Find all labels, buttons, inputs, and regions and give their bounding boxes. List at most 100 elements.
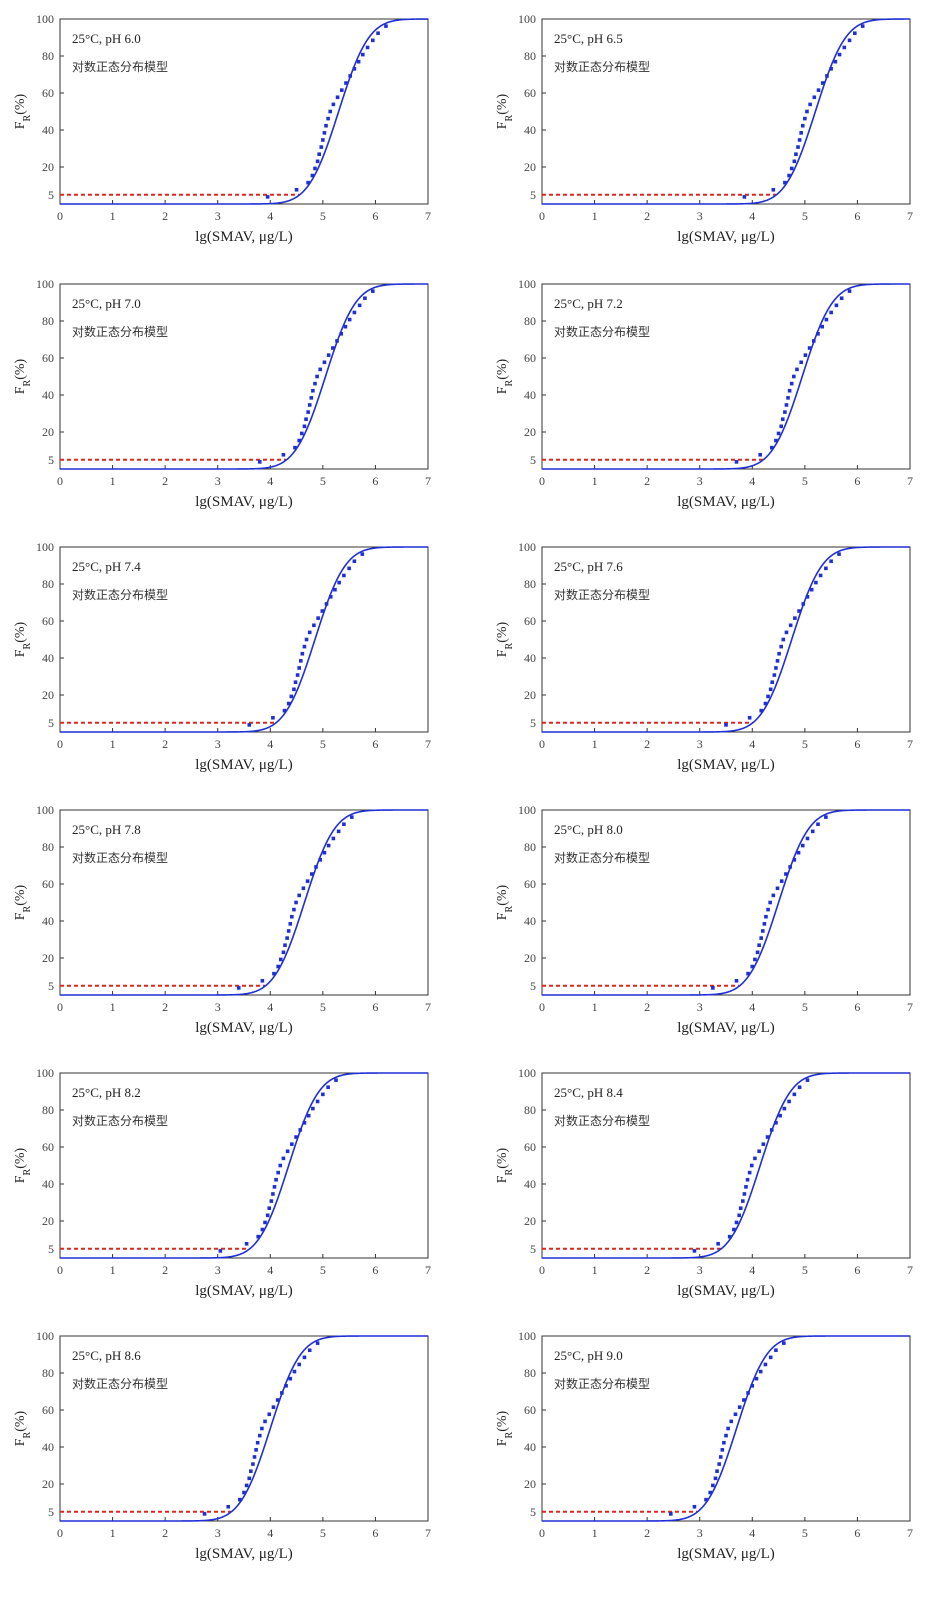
data-point — [320, 609, 325, 613]
x-tick-label: 2 — [162, 1263, 168, 1277]
data-point — [733, 1412, 738, 1417]
data-point — [297, 666, 301, 670]
data-point — [276, 964, 280, 969]
x-tick-label: 6 — [372, 209, 378, 223]
x-tick-label: 1 — [592, 1526, 598, 1540]
data-point — [302, 1355, 307, 1360]
y-axis-title: FR(%) — [495, 1410, 515, 1446]
data-point — [315, 1341, 320, 1345]
x-tick-label: 6 — [372, 1526, 378, 1540]
data-point — [322, 850, 327, 855]
data-point — [348, 74, 352, 78]
data-point — [307, 403, 312, 407]
data-point — [750, 964, 755, 969]
y-tick-label: 80 — [524, 577, 536, 591]
fitted-curve — [60, 809, 428, 996]
x-tick-label: 7 — [907, 737, 913, 751]
data-point — [834, 303, 839, 308]
x-tick-label: 2 — [162, 737, 168, 751]
x-tick-label: 0 — [57, 737, 63, 751]
data-point — [343, 324, 348, 329]
y-tick-label: 40 — [524, 1177, 536, 1191]
data-point — [829, 67, 833, 71]
x-tick-label: 3 — [215, 737, 221, 751]
data-point — [263, 1220, 267, 1225]
y-tick-label: 100 — [36, 277, 54, 291]
data-point — [734, 1220, 739, 1225]
data-point — [810, 829, 815, 834]
data-point — [738, 1206, 743, 1210]
data-point — [315, 1099, 320, 1104]
y-tick-label: 60 — [42, 86, 54, 100]
data-point — [765, 1135, 770, 1139]
data-point — [782, 1106, 787, 1111]
x-tick-label: 4 — [749, 1263, 755, 1277]
fitted-curve — [542, 809, 910, 996]
data-point — [829, 559, 833, 564]
y-tick-label: 40 — [42, 1177, 54, 1191]
data-point — [753, 1156, 757, 1161]
y-axis-title: FR(%) — [495, 621, 515, 657]
condition-label: 25°C, pH 8.4 — [554, 1085, 623, 1100]
x-tick-label: 0 — [539, 1000, 545, 1014]
fitted-curve — [60, 283, 428, 470]
data-point — [816, 332, 820, 336]
y-axis-title: FR(%) — [13, 1410, 33, 1446]
data-point — [779, 644, 783, 649]
chart-panel-ph-8_0: 5 20 40 60 80 100 0 1 2 3 4 5 6 7 lg(SMAV, μg/L) FR(%) 2… — [495, 803, 913, 1036]
fitted-curve — [60, 18, 429, 205]
fitted-curve — [542, 1335, 910, 1522]
fitted-curve — [60, 1072, 428, 1259]
data-point — [352, 310, 357, 315]
data-point — [306, 180, 310, 185]
data-point — [274, 1177, 278, 1182]
data-point — [342, 573, 346, 578]
y-tick-label: 60 — [42, 1403, 54, 1417]
data-point — [297, 438, 301, 443]
data-point — [766, 907, 770, 912]
data-point — [252, 1455, 257, 1459]
x-tick-label: 2 — [162, 1526, 168, 1540]
data-point — [745, 1177, 750, 1182]
data-point — [328, 595, 333, 599]
data-point — [737, 1405, 742, 1409]
data-point — [226, 1504, 231, 1509]
data-point — [315, 374, 319, 379]
data-point — [824, 566, 828, 571]
data-point — [708, 1490, 713, 1495]
chart-panel-ph-7_6: 5 20 40 60 80 100 0 1 2 3 4 5 6 7 lg(SMAV, μg/L) FR(%) 2… — [495, 540, 913, 773]
y-tick-label: 60 — [524, 1403, 536, 1417]
x-tick-label: 4 — [749, 1000, 755, 1014]
data-point — [809, 587, 814, 592]
x-tick-label: 3 — [215, 1000, 221, 1014]
x-tick-label: 4 — [749, 209, 755, 223]
data-point — [317, 152, 321, 156]
data-point — [218, 1249, 223, 1253]
plot-frame — [541, 1335, 911, 1522]
x-axis-title: lg(SMAV, μg/L) — [677, 494, 775, 510]
y-tick-label: 20 — [524, 160, 536, 174]
data-point — [292, 1369, 297, 1374]
x-axis-title: lg(SMAV, μg/L) — [195, 757, 293, 773]
data-point — [734, 978, 739, 983]
chart-panel-ph-6_5: 5 20 40 60 80 100 0 1 2 3 4 5 6 7 lg(SMAV, μg/L) FR(%) 2… — [495, 12, 913, 245]
data-point — [757, 1149, 761, 1154]
plot-frame — [59, 1072, 429, 1259]
data-point — [311, 388, 315, 393]
data-point — [860, 24, 865, 28]
x-tick-label: 3 — [697, 737, 703, 751]
data-point — [774, 666, 778, 670]
x-tick-label: 2 — [162, 474, 168, 488]
data-point — [816, 822, 820, 827]
data-point — [776, 431, 781, 436]
plot-frame — [541, 1072, 911, 1259]
data-point — [796, 145, 800, 149]
data-point — [307, 1348, 312, 1353]
x-tick-label: 3 — [697, 474, 703, 488]
chart-panel-ph-9_0: 5 20 40 60 80 100 0 1 2 3 4 5 6 7 lg(SMAV, μg/L) FR(%) 2… — [495, 1329, 913, 1562]
data-point — [715, 1469, 719, 1473]
data-point — [316, 616, 320, 620]
model-label: 对数正态分布模型 — [72, 59, 168, 74]
data-point — [777, 651, 781, 656]
